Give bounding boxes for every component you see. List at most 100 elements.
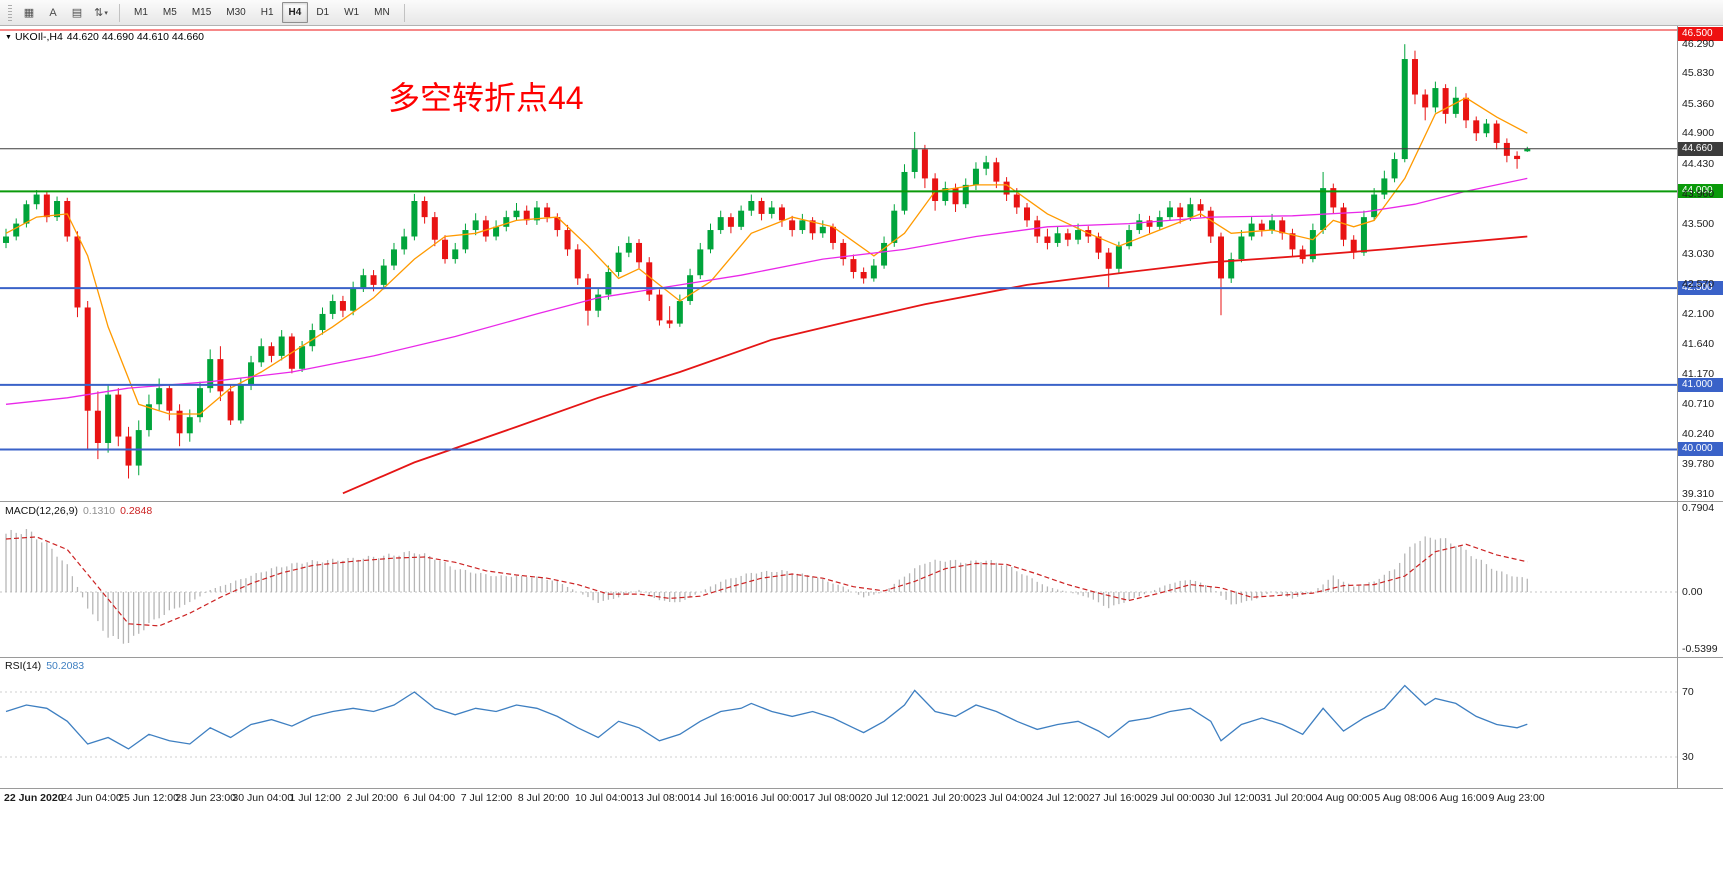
timeframe-button-m1[interactable]: M1 <box>134 7 148 18</box>
time-axis-label: 9 Aug 23:00 <box>1488 792 1545 804</box>
macd-scale-label: 0.7904 <box>1682 502 1715 515</box>
time-axis-label: 24 Jul 12:00 <box>1031 792 1090 804</box>
price-tick-label: 43.030 <box>1682 247 1715 260</box>
price-tick-label: 42.570 <box>1682 277 1715 290</box>
rsi-name: RSI(14) <box>5 660 42 672</box>
chart-window-icon[interactable]: ▤ <box>71 7 83 19</box>
price-tick-label: 46.290 <box>1682 37 1715 50</box>
pane-separator-time-axis[interactable] <box>0 788 1723 789</box>
time-axis-label: 28 Jun 23:00 <box>175 792 237 804</box>
ma-slow-red <box>342 235 1528 495</box>
dropdown-caret-icon: ▾ <box>104 9 108 17</box>
time-axis-label: 25 Jun 12:00 <box>118 792 179 804</box>
ma-medium-magenta <box>5 177 1528 405</box>
price-badge: 46.500 <box>1678 27 1723 41</box>
timeframe-button-m30[interactable]: M30 <box>226 7 246 18</box>
time-axis-label: 22 Jun 2020 <box>4 792 64 804</box>
time-axis-label: 30 Jul 12:00 <box>1203 792 1261 804</box>
time-axis-label: 10 Jul 04:00 <box>575 792 633 804</box>
rsi-indicator-label: RSI(14) 50.2083 <box>5 660 84 672</box>
time-axis-label: 13 Jul 08:00 <box>632 792 690 804</box>
price-tick-label: 40.240 <box>1682 427 1715 440</box>
timeframe-toolbar: M1 M5 M15 M30 H1 H4 D1 W1 MN <box>127 2 397 23</box>
price-badge: 41.000 <box>1678 377 1723 392</box>
chart-annotation: 多空转折点44 <box>388 80 584 116</box>
toolbar-grip[interactable] <box>8 4 12 21</box>
macd-signal-line <box>5 536 1528 627</box>
time-axis-label: 16 Jul 00:00 <box>746 792 804 804</box>
macd-name: MACD(12,26,9) <box>5 505 78 517</box>
macd-signal-value: 0.2848 <box>120 505 153 517</box>
price-tick-label: 43.960 <box>1682 187 1715 200</box>
price-tick-label: 41.640 <box>1682 337 1715 350</box>
price-tick-label: 39.310 <box>1682 487 1715 500</box>
time-axis-label: 23 Jul 04:00 <box>974 792 1032 804</box>
pane-separator-main-macd[interactable] <box>0 501 1723 502</box>
time-axis-label: 17 Jul 08:00 <box>803 792 861 804</box>
time-axis-label: 29 Jul 00:00 <box>1146 792 1204 804</box>
time-axis-label: 6 Jul 04:00 <box>403 792 456 804</box>
symbol-marker-icon: ▼ <box>5 34 12 41</box>
macd-layer <box>0 529 1677 644</box>
timeframe-button-mn[interactable]: MN <box>374 7 390 18</box>
price-tick-label: 41.170 <box>1682 367 1715 380</box>
time-axis-label: 21 Jul 20:00 <box>917 792 975 804</box>
timeframe-button-h4[interactable]: H4 <box>281 2 309 23</box>
rsi-line <box>5 684 1528 750</box>
price-badge: 44.000 <box>1678 184 1723 199</box>
moving-averages-layer <box>5 97 1528 495</box>
toolbar-icon-group: ▦ A ▤ ⇅ ▾ <box>18 2 112 24</box>
price-badge: 44.660 <box>1678 141 1723 156</box>
price-tick-label: 40.710 <box>1682 397 1715 410</box>
price-tick-label: 44.430 <box>1682 157 1715 170</box>
price-badge: 40.000 <box>1678 442 1723 457</box>
rsi-scale-label: 30 <box>1682 751 1694 763</box>
timeframe-button-m5[interactable]: M5 <box>162 7 177 18</box>
candles-layer <box>3 44 1531 479</box>
timeframe-button-m15[interactable]: M15 <box>191 7 212 18</box>
time-axis-label: 14 Jul 16:00 <box>689 792 747 804</box>
scale-toggle-icon[interactable]: ⇅ ▾ <box>94 7 108 19</box>
symbol-period-label: UKOIl-,H4 <box>14 31 63 43</box>
price-tick-label: 43.500 <box>1682 217 1715 230</box>
macd-main-value: 0.1310 <box>82 505 116 517</box>
price-badge: 42.500 <box>1678 281 1723 296</box>
toolbar-separator <box>403 3 405 22</box>
price-scale-divider[interactable] <box>1677 26 1678 788</box>
macd-scale-label: 0.00 <box>1682 586 1703 598</box>
time-axis-label: 24 Jun 04:00 <box>61 792 122 804</box>
symbol-ohlc: ▼ UKOIl-,H4 44.620 44.690 44.610 44.660 <box>5 31 208 43</box>
ohlc-values: 44.620 44.690 44.610 44.660 <box>66 31 204 43</box>
bar-chart-icon[interactable]: ▦ <box>23 7 35 19</box>
macd-indicator-label: MACD(12,26,9) 0.1310 0.2848 <box>5 505 152 517</box>
horizontal-levels-layer <box>0 29 1677 451</box>
macd-scale-label: -0.5399 <box>1682 643 1718 656</box>
price-tick-label: 45.360 <box>1682 97 1715 110</box>
timeframe-button-h1[interactable]: H1 <box>260 7 274 18</box>
time-axis-label: 6 Aug 16:00 <box>1431 792 1488 804</box>
time-axis-label: 2 Jul 20:00 <box>346 792 398 804</box>
ma-fast-orange <box>5 97 1528 415</box>
rsi-value: 50.2083 <box>46 660 85 672</box>
price-tick-label: 44.900 <box>1682 127 1715 140</box>
pane-separator-macd-rsi[interactable] <box>0 657 1723 658</box>
price-tick-label: 45.830 <box>1682 67 1715 80</box>
time-axis-label: 31 Jul 20:00 <box>1260 792 1318 804</box>
time-axis-label: 1 Jul 12:00 <box>289 792 341 804</box>
time-axis-label: 7 Jul 12:00 <box>460 792 513 804</box>
text-tool-icon[interactable]: A <box>49 6 57 19</box>
timeframe-button-w1[interactable]: W1 <box>344 7 360 18</box>
time-axis-label: 5 Aug 08:00 <box>1374 792 1431 804</box>
time-axis-label: 27 Jul 16:00 <box>1088 792 1147 804</box>
price-tick-label: 42.100 <box>1682 307 1715 320</box>
toolbar: ▦ A ▤ ⇅ ▾ M1 M5 M15 M30 H1 H4 D1 W1 MN <box>0 0 1723 26</box>
rsi-layer <box>0 684 1677 758</box>
timeframe-button-d1[interactable]: D1 <box>316 7 330 18</box>
time-axis-label: 8 Jul 20:00 <box>517 792 570 804</box>
rsi-scale-label: 70 <box>1682 686 1694 698</box>
time-axis-label: 4 Aug 00:00 <box>1317 792 1374 804</box>
toolbar-separator <box>119 3 120 22</box>
time-axis-label: 20 Jul 12:00 <box>860 792 918 804</box>
